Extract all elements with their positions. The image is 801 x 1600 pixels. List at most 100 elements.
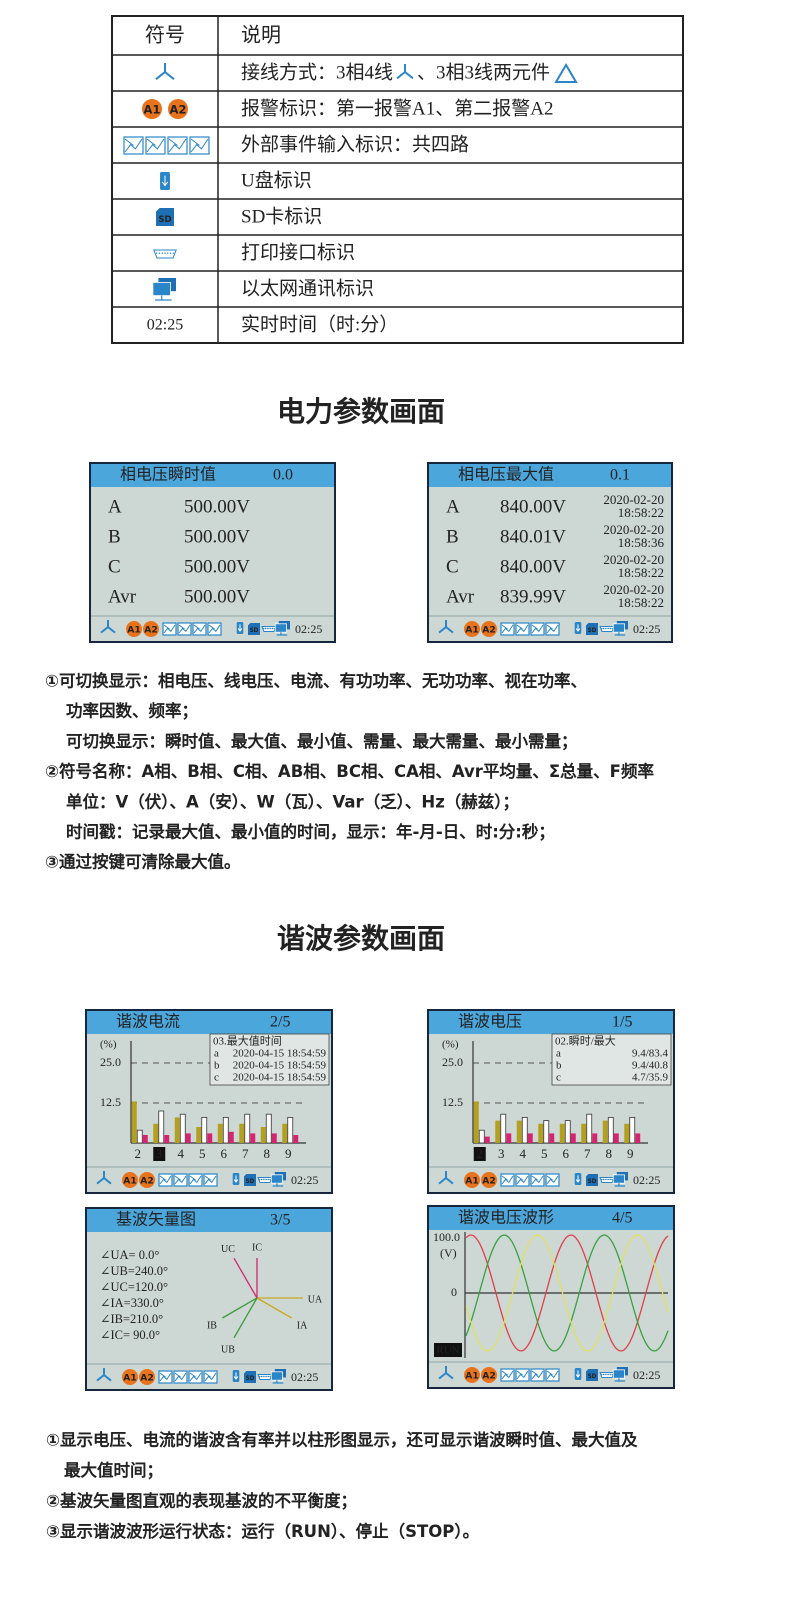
bar bbox=[559, 1123, 565, 1143]
x-tick-label: 9 bbox=[627, 1146, 634, 1161]
bar bbox=[629, 1117, 636, 1144]
print-port-pin bbox=[266, 1375, 268, 1378]
status-time: 02:25 bbox=[291, 1173, 318, 1187]
phasor-label: IB bbox=[207, 1320, 217, 1331]
bar bbox=[586, 1113, 593, 1144]
bar bbox=[613, 1133, 619, 1143]
phasor bbox=[233, 1257, 258, 1299]
table-text: 以太网通讯标识 bbox=[241, 277, 374, 299]
event-icon-mark bbox=[501, 1175, 514, 1185]
bar bbox=[516, 1120, 522, 1143]
print-port-pin bbox=[262, 1178, 264, 1181]
screen-title: 谐波电压 bbox=[458, 1013, 522, 1031]
print-port-pin bbox=[267, 1375, 270, 1378]
bar bbox=[201, 1117, 208, 1144]
sd-icon bbox=[244, 1371, 256, 1383]
bar bbox=[265, 1113, 272, 1144]
print-port-pin bbox=[266, 627, 268, 630]
alarm-icon bbox=[142, 99, 162, 119]
section-heading: 电力参数画面 bbox=[277, 395, 445, 428]
bar bbox=[222, 1117, 229, 1144]
screen-title-bar bbox=[91, 464, 334, 487]
run-badge bbox=[434, 1343, 462, 1357]
x-tick-label: 2 bbox=[477, 1146, 484, 1161]
screen-frame bbox=[85, 1207, 333, 1391]
bar bbox=[207, 1133, 213, 1143]
note-line: ①显示电压、电流的谐波含有率并以柱形图显示，还可显示谐波瞬时值、最大值及 bbox=[46, 1430, 638, 1450]
phase-value: 500.00V bbox=[184, 526, 250, 547]
bar bbox=[473, 1101, 479, 1143]
screen-frame bbox=[427, 462, 673, 643]
bar bbox=[179, 1113, 186, 1144]
table-symbol: 02:25 bbox=[147, 317, 183, 334]
bar bbox=[142, 1135, 148, 1143]
alarm-icon bbox=[464, 1172, 480, 1188]
section-heading: 谐波参数画面 bbox=[277, 922, 445, 955]
network-icon-base bbox=[155, 295, 172, 301]
sd-icon bbox=[586, 1369, 598, 1381]
print-port-pin bbox=[606, 1373, 608, 1376]
legend-key: a bbox=[214, 1048, 219, 1060]
usb-icon-arrow bbox=[575, 1370, 581, 1378]
bar bbox=[564, 1120, 571, 1144]
event-icon-mark bbox=[516, 1370, 529, 1380]
y-axis-label: (%) bbox=[442, 1039, 459, 1051]
print-port-pin bbox=[264, 1375, 266, 1378]
event-icon-mark bbox=[174, 1175, 187, 1185]
bar bbox=[271, 1133, 277, 1143]
phase-value: 840.01V bbox=[500, 526, 566, 547]
print-port-pin bbox=[269, 1178, 271, 1181]
bar bbox=[136, 1129, 143, 1144]
bar bbox=[131, 1101, 137, 1143]
print-port-pin bbox=[273, 627, 275, 630]
legend-text: 4.7/35.9 bbox=[632, 1072, 669, 1084]
phasor bbox=[233, 1297, 258, 1339]
x-tick-label: 4 bbox=[178, 1146, 185, 1161]
print-port-pin bbox=[601, 627, 603, 630]
event-icon-mark bbox=[516, 624, 529, 634]
phase-label: C bbox=[108, 556, 121, 577]
print-port-pin bbox=[611, 1178, 613, 1181]
angle-text: ∠IC= 90.0° bbox=[100, 1328, 160, 1342]
phasor-label: UC bbox=[221, 1244, 235, 1255]
timestamp-time: 18:58:22 bbox=[618, 565, 664, 580]
alarm-icon bbox=[139, 1172, 155, 1188]
table-text: 打印接口标识 bbox=[241, 241, 355, 263]
legend-key: c bbox=[214, 1072, 219, 1084]
print-port-pin bbox=[158, 252, 161, 254]
alarm-icon bbox=[481, 1367, 497, 1383]
sd-label: SD bbox=[246, 1376, 255, 1382]
timestamp-date: 2020-02-20 bbox=[603, 522, 664, 537]
alarm-label: A2 bbox=[140, 1373, 154, 1384]
y-tick-label: 12.5 bbox=[100, 1095, 121, 1109]
event-icon-mark bbox=[189, 1175, 202, 1185]
bar bbox=[250, 1133, 256, 1143]
bar bbox=[581, 1123, 587, 1143]
x-tick-label: 3 bbox=[156, 1146, 163, 1161]
event-icon-mark bbox=[146, 138, 165, 153]
screen-page: 2/5 bbox=[270, 1014, 290, 1031]
print-port-pin bbox=[259, 1178, 261, 1181]
event-icon-mark bbox=[531, 1175, 544, 1185]
sd-label: SD bbox=[588, 628, 597, 634]
wye-icon bbox=[155, 63, 175, 80]
note-line: ③显示谐波波形运行状态：运行（RUN）、停止（STOP）。 bbox=[46, 1521, 479, 1541]
network-icon-base bbox=[272, 1380, 284, 1384]
legend-text: 9.4/40.8 bbox=[632, 1060, 669, 1072]
print-port-pin bbox=[269, 1375, 271, 1378]
timestamp-date: 2020-02-20 bbox=[603, 552, 664, 567]
status-time: 02:25 bbox=[633, 1173, 660, 1187]
timestamp-time: 18:58:36 bbox=[618, 535, 665, 550]
event-icon-mark bbox=[531, 624, 544, 634]
x-tick-label: 6 bbox=[563, 1146, 570, 1161]
bar bbox=[287, 1117, 294, 1144]
alarm-icon bbox=[139, 1369, 155, 1385]
alarm-label: A2 bbox=[482, 1371, 496, 1382]
table-text: 、3相3线两元件 bbox=[417, 61, 550, 83]
print-port-pin bbox=[606, 627, 608, 630]
network-icon bbox=[612, 1369, 625, 1379]
y-tick-label: 0 bbox=[451, 1285, 457, 1299]
network-icon bbox=[270, 1174, 283, 1184]
wye-icon bbox=[100, 620, 116, 634]
